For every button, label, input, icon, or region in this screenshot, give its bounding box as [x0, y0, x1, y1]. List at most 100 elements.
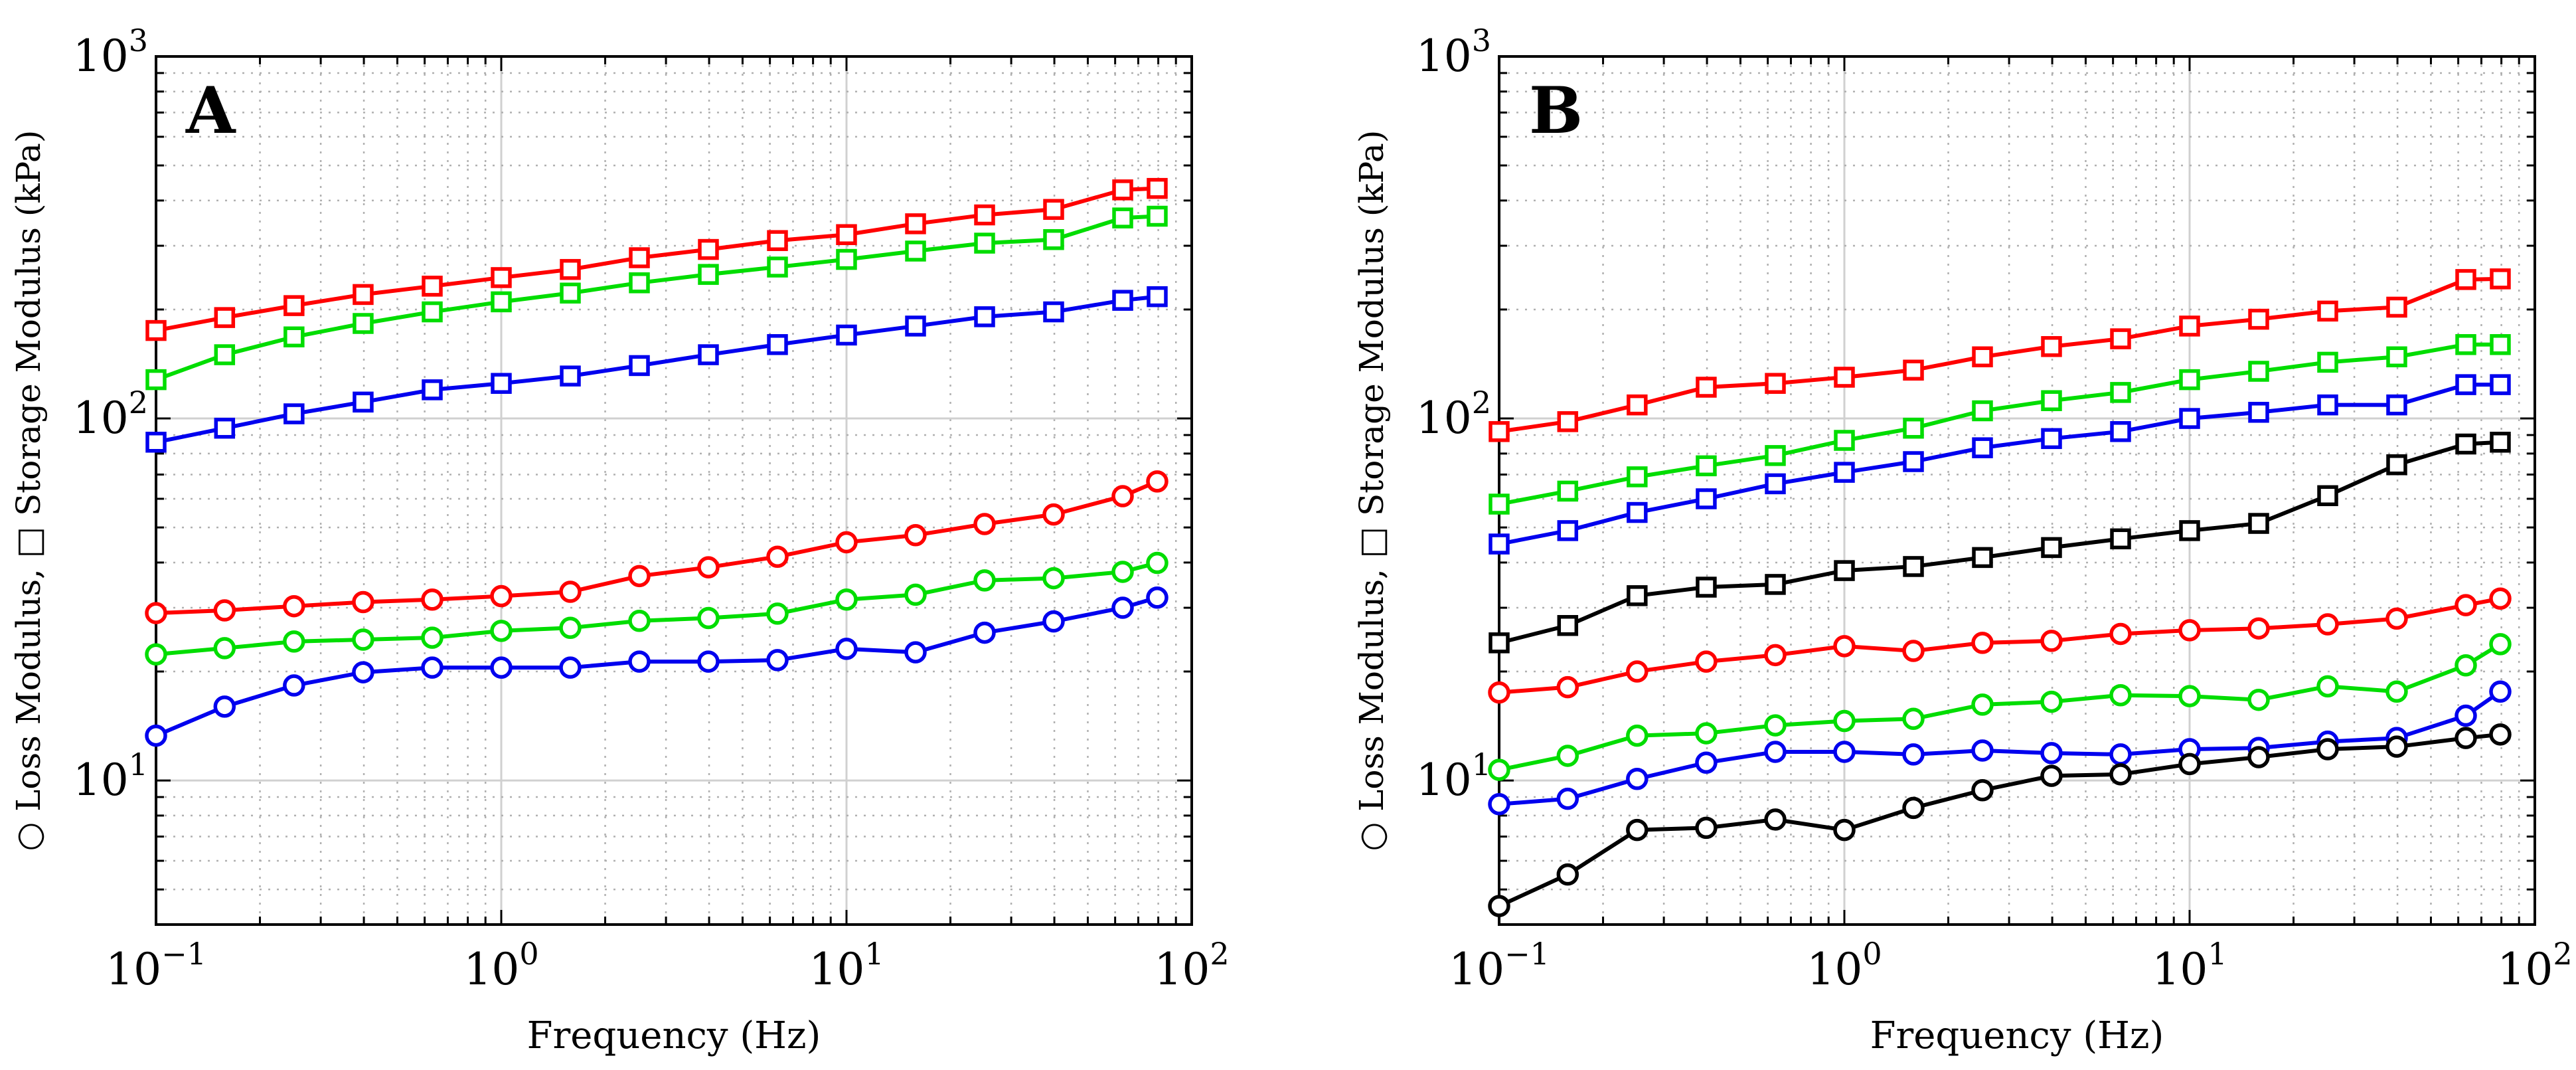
axes-frame [1498, 55, 2536, 926]
data-point [1146, 551, 1168, 575]
data-point [2489, 723, 2512, 746]
data-point [2178, 619, 2201, 642]
data-point [1112, 179, 1133, 201]
series-loss-red [1488, 587, 2512, 704]
x-tick-label: 102 [2497, 936, 2572, 995]
data-point [2247, 746, 2270, 768]
data-point [2490, 268, 2511, 290]
ticks [155, 56, 1192, 926]
data-point [2179, 520, 2200, 541]
data-point [1903, 556, 1924, 577]
x-tick-exponent: 0 [1862, 936, 1882, 972]
data-point [214, 344, 236, 365]
data-point [283, 403, 305, 424]
data-point [421, 626, 443, 649]
data-point [2316, 613, 2339, 636]
data-point [1764, 741, 1787, 763]
x-tick-exponent: 2 [1210, 936, 1229, 972]
data-point [973, 513, 996, 535]
y-tick-exponent: 2 [129, 385, 148, 420]
data-point [1765, 574, 1786, 595]
data-point [560, 365, 581, 387]
series-line [155, 561, 1158, 657]
data-point [2041, 428, 2062, 450]
data-point [145, 432, 167, 453]
data-point [145, 319, 167, 341]
data-point [2490, 432, 2511, 453]
x-tick-label: 101 [2152, 936, 2227, 995]
data-point [1765, 445, 1786, 466]
data-point [560, 282, 581, 304]
series-line [1498, 689, 2502, 806]
data-point [2040, 742, 2063, 764]
series-storage-black [1489, 432, 2511, 654]
data-point [283, 295, 305, 316]
data-point [1764, 808, 1787, 831]
y-tick-exponent: 1 [1472, 747, 1491, 782]
data-point [1833, 635, 1856, 658]
data-point [905, 213, 926, 234]
data-point [1833, 709, 1856, 733]
data-point [1902, 796, 1925, 820]
data-point [1556, 745, 1579, 767]
data-point [352, 628, 374, 651]
data-point [2248, 402, 2269, 423]
series-line [1498, 596, 2501, 695]
data-point [145, 369, 167, 391]
data-point [1972, 346, 1993, 367]
series-loss-green [145, 551, 1168, 666]
data-point [352, 661, 374, 683]
data-point [2040, 690, 2063, 713]
data-point [836, 224, 857, 245]
x-tick-label: 102 [1154, 936, 1229, 995]
data-point [2455, 374, 2476, 395]
data-point [1627, 501, 1648, 523]
data-point [1834, 367, 1855, 388]
data-point [1833, 818, 1856, 842]
data-point [2247, 617, 2270, 640]
series-line [1498, 383, 2500, 547]
data-point [974, 232, 995, 254]
data-point [1834, 462, 1855, 483]
data-point [2178, 685, 2201, 707]
data-point [1902, 640, 1925, 662]
data-point [974, 204, 995, 226]
data-point [1488, 895, 1510, 917]
data-point [214, 417, 236, 439]
series-storage-green [1489, 334, 2511, 515]
data-point [2455, 433, 2476, 455]
data-point [2489, 680, 2512, 703]
data-point [491, 373, 512, 394]
data-point [1903, 417, 1924, 439]
data-point [2041, 336, 2062, 357]
series-storage-red [145, 177, 1168, 341]
data-point [1112, 207, 1133, 228]
data-point [145, 643, 167, 666]
data-point [1972, 400, 1993, 422]
data-point [1627, 585, 1648, 606]
data-point [213, 695, 236, 718]
data-point [1557, 480, 1579, 502]
data-point [1042, 567, 1065, 590]
data-point [1971, 632, 1994, 654]
data-point [1557, 614, 1579, 636]
data-point [1834, 560, 1855, 581]
data-point [1695, 751, 1718, 774]
series-storage-blue [1489, 374, 2511, 555]
y-tick-exponent: 1 [129, 747, 148, 782]
series-line [1498, 732, 2501, 908]
data-point [1626, 818, 1649, 842]
data-point [2109, 622, 2132, 646]
x-tick-label: 10−1 [106, 936, 206, 995]
data-point [422, 301, 443, 323]
data-point [2386, 346, 2407, 367]
data-point [2317, 351, 2338, 373]
data-point [1971, 739, 1994, 762]
data-point [1903, 451, 1924, 472]
data-point [1489, 533, 1510, 555]
data-point [2109, 683, 2132, 707]
data-point [421, 588, 443, 611]
data-point [2455, 727, 2477, 749]
data-point [2248, 308, 2269, 330]
